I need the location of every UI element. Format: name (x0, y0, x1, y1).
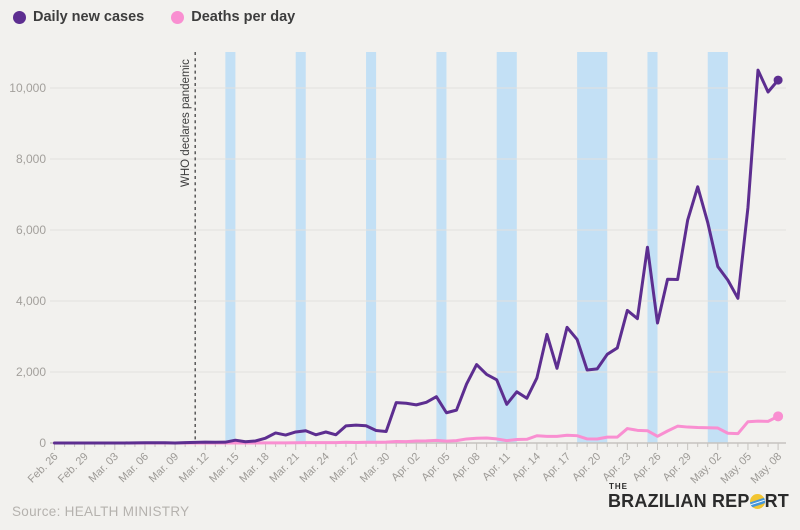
legend-item-daily-cases: Daily new cases (13, 9, 144, 25)
x-axis-label: Apr. 08 (450, 451, 483, 484)
daily-cases-line (53, 68, 780, 445)
weekend-band (496, 52, 517, 443)
weekend-band (295, 52, 306, 443)
x-axis-label: Mar. 09 (147, 451, 181, 485)
x-axis-label: Feb. 29 (56, 451, 91, 486)
legend-item-deaths: Deaths per day (171, 9, 295, 25)
globe-white-stripe (748, 498, 767, 506)
weekend-band (366, 52, 377, 443)
source-text: Source: HEALTH MINISTRY (12, 504, 190, 519)
y-axis-label: 6,000 (16, 223, 46, 237)
daily-cases-dot-icon (13, 10, 26, 24)
logo-globe-icon (748, 493, 767, 509)
legend: Daily new cases Deaths per day (13, 9, 295, 25)
x-axis-label: Mar. 03 (86, 451, 120, 485)
x-axis-label: Mar. 24 (298, 451, 332, 485)
weekend-band (225, 52, 236, 443)
brazilian-report-logo: THE BRAZILIAN REP RT (608, 483, 789, 511)
y-axis-label: 2,000 (16, 365, 46, 379)
pandemic-annotation: WHO declares pandemic (180, 59, 192, 187)
x-axis-label: May. 02 (688, 451, 724, 487)
weekend-band (577, 52, 608, 443)
x-axis-label: May. 05 (718, 451, 754, 487)
x-axis-label: May. 08 (749, 451, 785, 487)
x-axis-label: Mar. 06 (117, 451, 151, 485)
y-axis-label: 0 (39, 436, 46, 450)
x-axis-label: Mar. 21 (267, 451, 301, 485)
weekend-band (707, 52, 728, 443)
logo-main-text: BRAZILIAN REP RT (608, 491, 789, 511)
y-axis-label: 10,000 (9, 81, 46, 95)
logo-the-text: THE (608, 482, 628, 491)
y-axis-label: 4,000 (16, 294, 46, 308)
x-axis-label: Mar. 15 (207, 451, 241, 485)
x-axis-label: Mar. 18 (237, 451, 271, 485)
x-axis-label: Apr. 26 (630, 451, 663, 484)
y-axis-label: 8,000 (16, 152, 46, 166)
x-axis-label: Mar. 27 (328, 451, 362, 485)
logo-text-pre: BRAZILIAN REP (607, 491, 750, 511)
deaths-endpoint-dot (773, 411, 784, 422)
legend-label-deaths: Deaths per day (191, 9, 296, 25)
x-axis-label: Apr. 11 (480, 451, 513, 484)
weekend-band (436, 52, 447, 443)
weekend-band (647, 52, 658, 443)
x-axis-label: Mar. 12 (177, 451, 211, 485)
x-axis-label: Feb. 26 (26, 451, 61, 486)
x-axis-label: Apr. 02 (389, 451, 422, 484)
x-axis-label: Apr. 17 (540, 451, 573, 484)
deaths-line (53, 414, 780, 445)
daily-cases-endpoint-dot (773, 75, 783, 85)
x-axis-label: Mar. 30 (358, 451, 392, 485)
logo-text-post: RT (764, 491, 789, 511)
x-axis-label: Apr. 20 (570, 451, 603, 484)
x-axis-label: Apr. 23 (600, 451, 633, 484)
x-axis-label: Apr. 05 (419, 451, 452, 484)
x-axis-label: Apr. 14 (510, 451, 543, 484)
deaths-dot-icon (171, 10, 185, 24)
legend-label-daily-cases: Daily new cases (33, 9, 145, 25)
